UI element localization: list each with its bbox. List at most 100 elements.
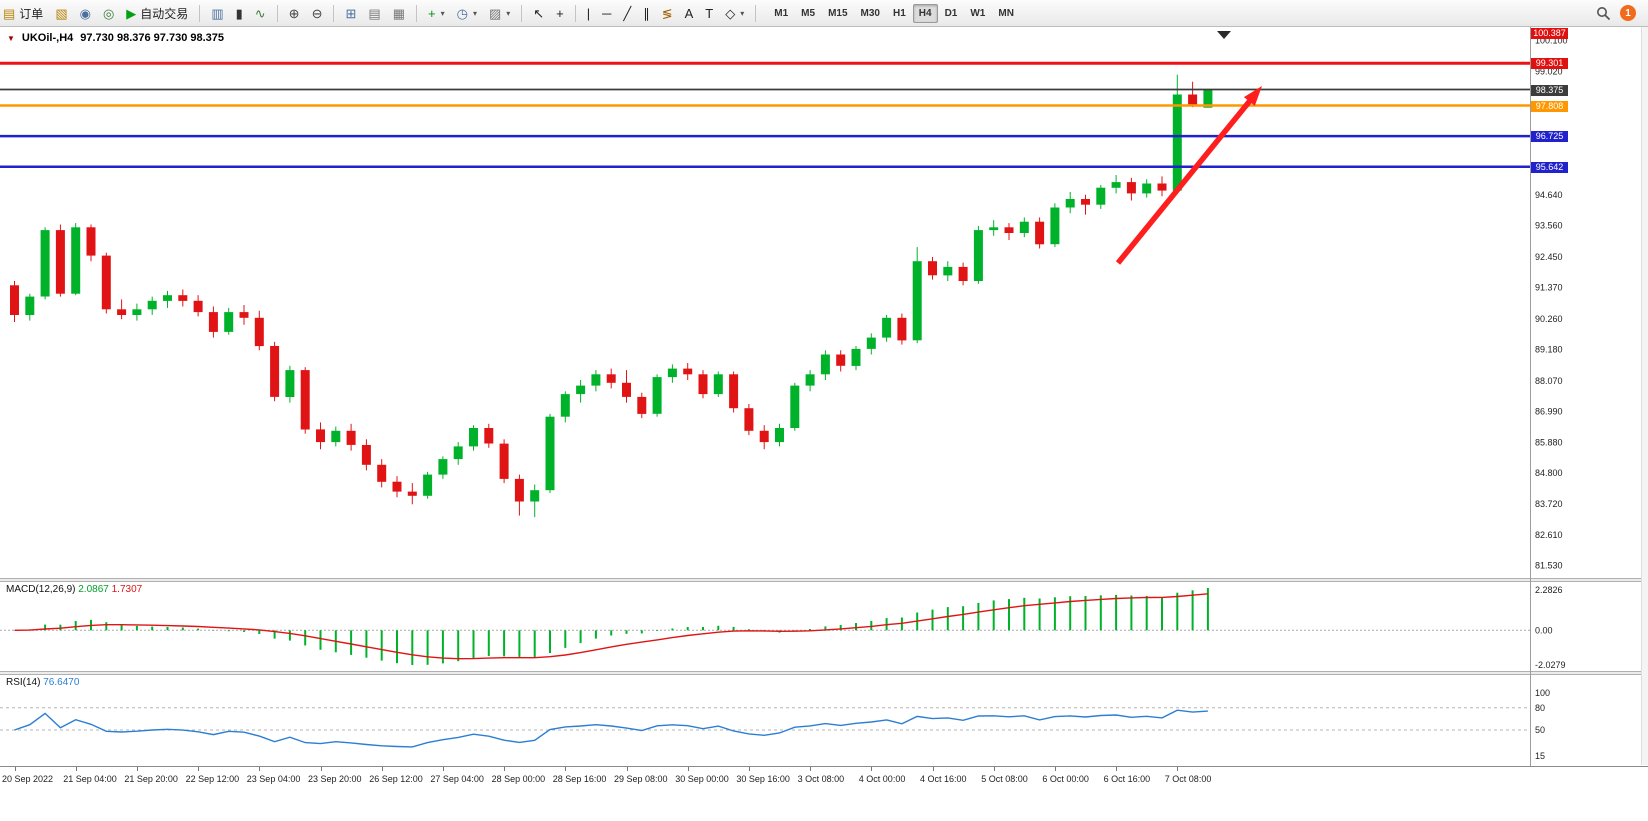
price-tick-label: 84.800 [1535,468,1563,478]
candle-body [973,230,983,281]
time-axis-label: 28 Sep 16:00 [552,774,607,784]
symbol-title: UKOil-,H4 [21,32,74,44]
price-chart[interactable]: 100.100 99.020 94.640 93.560 92.450 91.370 90.… [0,27,1648,578]
timeframe-m5[interactable]: M5 [801,7,816,19]
candle-body [300,370,310,430]
candle-body [912,261,922,341]
candle-body [178,295,188,301]
trend-arrow-line[interactable] [1115,95,1255,265]
candle-body [560,394,570,417]
notification-badge[interactable]: 1 [1620,5,1636,21]
trendline-icon: ╱ [623,5,632,21]
candle-body [1157,183,1167,191]
candle-body [423,474,433,496]
crosshair-icon-button[interactable]: + [551,3,569,24]
macd-name: MACD(12,26,9) [6,584,76,595]
timeframe-m30[interactable]: M30 [860,7,880,19]
candle-body [40,230,50,297]
price-tick-label: 88.070 [1535,376,1563,386]
price-tick-label: 90.260 [1535,314,1563,324]
time-tick [1054,767,1056,771]
candle-body [667,368,677,378]
time-axis-label: 21 Sep 20:00 [124,774,178,784]
shapes-icon-button[interactable]: ◇ ▾ [720,3,749,24]
time-axis[interactable]: 20 Sep 2022 21 Sep 04:00 21 Sep 20:00 22 Se… [0,766,1648,792]
fibonacci-icon-button[interactable]: ≶ [657,3,678,24]
label-icon: T [705,5,714,21]
candle-body [361,445,371,465]
time-axis-label: 23 Sep 04:00 [246,774,301,784]
candle-body [606,374,616,383]
macd-panel[interactable]: 2.2826 0.00 -2.0279 [0,582,1648,671]
timeframe-w1[interactable]: W1 [970,7,986,19]
candlestick-chart-icon-button[interactable]: ▮ [231,3,248,24]
price-tick-label: 86.990 [1535,406,1563,416]
toolbar-separator [755,4,757,22]
vertical-line-icon-button[interactable]: | [582,3,595,24]
tile-windows-icon-button[interactable]: ⊞ [340,3,361,24]
panel-separator[interactable] [0,578,1648,582]
timeframe-mn[interactable]: MN [998,7,1014,19]
period-selector-icon-button[interactable]: ◷ ▾ [452,3,482,24]
text-icon: A [684,5,694,21]
zoom-out-icon-button[interactable]: ⊖ [307,3,328,24]
profiles-icon-button[interactable]: ◉ [75,3,96,24]
strategy-tester-icon-button[interactable]: ▦ [388,3,410,24]
channel-icon-button[interactable]: ∥ [638,3,655,24]
rsi-scale-label: 50 [1535,725,1545,735]
zoom-out-icon: ⊖ [311,5,323,21]
timeframe-m1[interactable]: M1 [774,7,789,19]
timeframe-h4[interactable]: H4 [912,3,938,23]
template-icon-button[interactable]: ▨ ▾ [484,3,515,24]
trendline-icon-button[interactable]: ╱ [618,3,636,24]
line-chart-icon-button[interactable]: ∿ [250,3,271,24]
time-axis-label: 29 Sep 08:00 [614,774,668,784]
macd-scale-label: 2.2826 [1535,585,1563,595]
rsi-panel[interactable]: 100 80 50 15 [0,675,1648,766]
horizontal-line-icon-button[interactable]: ─ [597,3,616,24]
candle-body [698,374,708,395]
bar-chart-icon: ▥ [211,5,224,21]
bar-chart-icon-button[interactable]: ▥ [206,3,228,24]
candle-body [147,300,157,310]
candle-body [254,317,264,347]
label-icon-button[interactable]: T [700,3,718,24]
vertical-scrollbar[interactable] [1641,27,1648,765]
text-icon-button[interactable]: A [680,3,699,24]
cursor-icon-button[interactable]: ↖ [528,3,549,24]
candle-body [331,430,341,443]
line-chart-icon: ∿ [254,5,266,21]
dropdown-arrow-icon: ▾ [740,8,745,18]
search-icon[interactable] [1596,6,1611,21]
time-tick [1177,767,1179,771]
panel-separator[interactable] [0,671,1648,675]
vertical-line-icon: | [586,5,591,21]
timeframe-d1[interactable]: D1 [944,7,958,19]
candle-body [683,368,693,375]
add-indicator-icon-button[interactable]: + ▾ [423,3,450,24]
time-axis-label: 26 Sep 12:00 [369,774,423,784]
chart-area[interactable]: 100.100 99.020 94.640 93.560 92.450 91.370 90.… [0,27,1648,821]
time-tick [687,767,689,771]
trend-arrow-head[interactable] [1243,86,1262,106]
rsi-scale-label: 100 [1535,688,1550,698]
timeframe-m15[interactable]: M15 [828,7,848,19]
candle-body [652,377,662,414]
data-window-icon-button[interactable]: ▤ [363,3,385,24]
rsi-scale-label: 15 [1535,751,1545,761]
zoom-in-icon-button[interactable]: ⊕ [284,3,305,24]
auto-trading-button[interactable]: ▶ 自动交易 [121,3,193,24]
auto-trading-label: 自动交易 [140,6,189,21]
timeframe-h1[interactable]: H1 [892,7,906,19]
refresh-icon-button[interactable]: ◎ [98,3,119,24]
toolbar-separator [521,4,523,22]
candle-body [882,317,892,338]
new-chart-icon-button[interactable]: ▧ [50,3,72,24]
candle-body [1203,89,1213,108]
rsi-line [14,709,1208,748]
chart-shift-marker[interactable] [1217,31,1231,39]
candle-body [744,408,754,431]
toolbar: ▤ 订单 ▧ ◉ ◎ ▶ 自动交易 ▥ ▮ ∿ ⊕ ⊖ ⊞ ▤ ▦ + ▾ ◷ ▾ ▨ ▾ ↖ + | ─ ╱ ∥ ≶ A T ◇… [0,0,1648,27]
new-order-button[interactable]: ▤ 订单 [0,3,48,24]
time-tick [442,767,444,771]
